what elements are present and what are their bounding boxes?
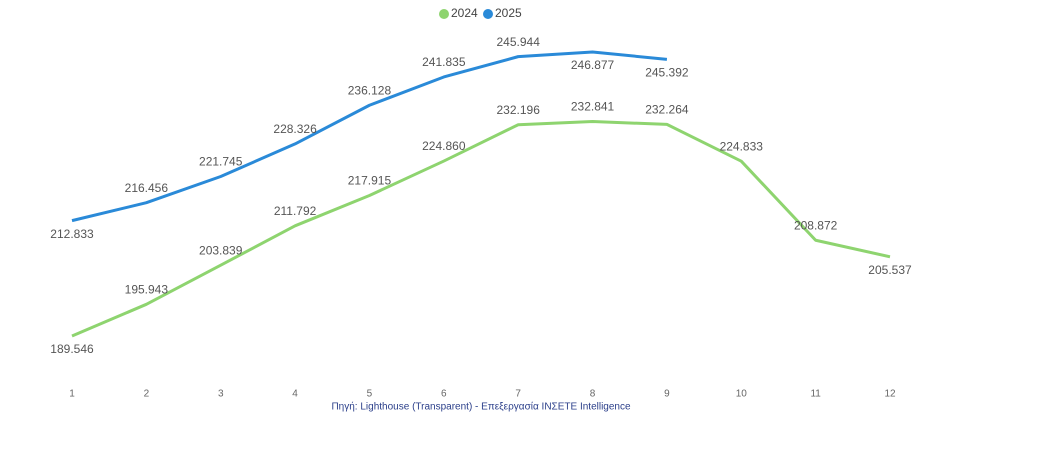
- source: Πηγή: Lighthouse (Transparent) - Επεξεργ…: [331, 401, 631, 413]
- data-label: 217.915: [348, 174, 392, 188]
- data-label: 232.196: [496, 103, 540, 117]
- x-tick-label: 7: [515, 389, 521, 400]
- data-label: 228.326: [273, 122, 317, 136]
- legend-label: 2024: [451, 6, 478, 20]
- x-tick-label: 2: [144, 389, 150, 400]
- x-tick-label: 4: [292, 389, 298, 400]
- x-tick-label: 1: [69, 389, 75, 400]
- data-label: 212.833: [50, 227, 94, 241]
- data-label: 221.745: [199, 155, 243, 169]
- data-label: 241.835: [422, 55, 466, 69]
- series-line: [71, 120, 891, 338]
- data-label: 245.392: [645, 66, 689, 80]
- x-tick-label: 9: [664, 389, 670, 400]
- legend-marker: [439, 9, 449, 19]
- data-label: 245.944: [496, 35, 540, 49]
- x-tick-label: 5: [367, 389, 373, 400]
- data-label: 211.792: [274, 204, 317, 218]
- data-label: 236.128: [348, 83, 392, 97]
- data-label: 203.839: [199, 243, 243, 257]
- data-label: 216.456: [125, 181, 169, 195]
- data-label: 232.841: [571, 100, 615, 114]
- data-label: 224.833: [720, 139, 764, 153]
- x-tick-label: 8: [590, 389, 596, 400]
- data-label: 205.537: [868, 263, 912, 277]
- x-tick-label: 3: [218, 389, 224, 400]
- data-label: 224.860: [422, 139, 466, 153]
- data-label: 208.872: [794, 218, 838, 232]
- legend-label: 2025: [495, 6, 522, 20]
- data-label: 246.877: [571, 58, 615, 72]
- x-tick-label: 11: [810, 389, 821, 400]
- x-tick-label: 6: [441, 389, 447, 400]
- x-tick-label: 10: [736, 389, 748, 400]
- x-tick-label: 12: [884, 389, 896, 400]
- data-label: 195.943: [125, 282, 169, 296]
- legend-marker: [483, 9, 493, 19]
- series-line: [71, 50, 668, 223]
- data-label: 232.264: [645, 103, 689, 117]
- data-label: 189.546: [50, 342, 94, 356]
